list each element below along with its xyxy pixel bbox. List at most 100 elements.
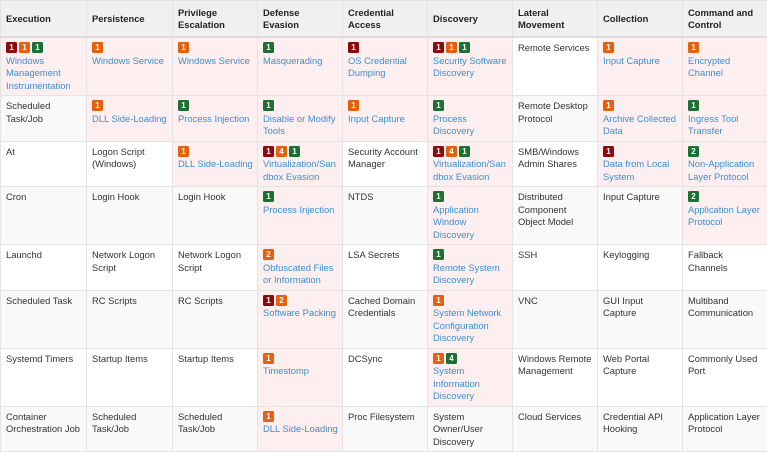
technique-name: Network Logon Script bbox=[92, 249, 155, 273]
detection-badges: 1 bbox=[688, 100, 763, 112]
technique-name: Credential API Hooking bbox=[603, 411, 663, 435]
technique-link[interactable]: Remote System Discovery bbox=[433, 262, 500, 286]
tactic-header: Collection bbox=[598, 1, 683, 38]
technique-link[interactable]: Process Injection bbox=[263, 204, 334, 215]
technique-link[interactable]: System Information Discovery bbox=[433, 365, 480, 401]
technique-link[interactable]: Data from Local System bbox=[603, 158, 669, 182]
technique-link[interactable]: DLL Side-Loading bbox=[263, 423, 338, 434]
technique-link[interactable]: Windows Service bbox=[178, 55, 250, 66]
tactic-header: Execution bbox=[1, 1, 87, 38]
detection-badges: 1 bbox=[178, 100, 253, 112]
technique-link[interactable]: Non-Application Layer Protocol bbox=[688, 158, 754, 182]
technique-link[interactable]: Input Capture bbox=[348, 113, 405, 124]
technique-link[interactable]: DLL Side-Loading bbox=[178, 158, 253, 169]
technique-name: VNC bbox=[518, 295, 538, 306]
technique-link[interactable]: Process Discovery bbox=[433, 113, 474, 137]
technique-link[interactable]: Software Packing bbox=[263, 307, 336, 318]
technique-cell: Credential API Hooking bbox=[598, 406, 683, 452]
tactic-header: Persistence bbox=[87, 1, 173, 38]
technique-name: Scheduled Task/Job bbox=[6, 100, 50, 124]
count-badge-medium: 1 bbox=[92, 42, 103, 53]
technique-name: Cloud Services bbox=[518, 411, 581, 422]
technique-name: LSA Secrets bbox=[348, 249, 400, 260]
detection-badges: 1 bbox=[348, 42, 423, 54]
count-badge-medium: 1 bbox=[433, 353, 444, 364]
detection-badges: 1 bbox=[263, 191, 338, 203]
technique-link[interactable]: Process Injection bbox=[178, 113, 249, 124]
technique-cell: Remote Desktop Protocol bbox=[513, 96, 598, 142]
count-badge-low: 4 bbox=[446, 353, 457, 364]
technique-cell[interactable]: 1 Encrypted Channel bbox=[683, 37, 767, 96]
technique-name: Keylogging bbox=[603, 249, 649, 260]
technique-name: Scheduled Task/Job bbox=[178, 411, 222, 435]
technique-cell: At bbox=[1, 141, 87, 187]
technique-cell: VNC bbox=[513, 290, 598, 348]
technique-link[interactable]: Input Capture bbox=[603, 55, 660, 66]
technique-cell: Cron bbox=[1, 187, 87, 245]
technique-link[interactable]: Windows Service bbox=[92, 55, 164, 66]
technique-name: Fallback Channels bbox=[688, 249, 728, 273]
technique-link[interactable]: Archive Collected Data bbox=[603, 113, 676, 137]
count-badge-low: 1 bbox=[263, 42, 274, 53]
technique-name: Commonly Used Port bbox=[688, 353, 757, 377]
technique-cell[interactable]: 1 Windows Service bbox=[87, 37, 173, 96]
technique-link[interactable]: Encrypted Channel bbox=[688, 55, 730, 79]
technique-link[interactable]: Obfuscated Files or Information bbox=[263, 262, 333, 286]
technique-link[interactable]: DLL Side-Loading bbox=[92, 113, 167, 124]
count-badge-medium: 1 bbox=[688, 42, 699, 53]
count-badge-medium: 1 bbox=[263, 411, 274, 422]
tactic-header: Defense Evasion bbox=[258, 1, 343, 38]
technique-link[interactable]: Timestomp bbox=[263, 365, 309, 376]
technique-cell: Login Hook bbox=[87, 187, 173, 245]
technique-link[interactable]: Application Window Discovery bbox=[433, 204, 479, 240]
technique-cell: SSH bbox=[513, 245, 598, 291]
technique-link[interactable]: Ingress Tool Transfer bbox=[688, 113, 738, 137]
technique-link[interactable]: Disable or Modify Tools bbox=[263, 113, 335, 137]
technique-link[interactable]: Virtualization/Sandbox Evasion bbox=[263, 158, 336, 182]
technique-link[interactable]: Security Software Discovery bbox=[433, 55, 506, 79]
tactic-header: Credential Access bbox=[343, 1, 428, 38]
tactic-header: Discovery bbox=[428, 1, 513, 38]
technique-link[interactable]: OS Credential Dumping bbox=[348, 55, 407, 79]
detection-badges: 1 bbox=[603, 42, 678, 54]
technique-cell: Remote Services bbox=[513, 37, 598, 96]
technique-cell: SMB/Windows Admin Shares bbox=[513, 141, 598, 187]
technique-link[interactable]: Application Layer Protocol bbox=[688, 204, 760, 228]
technique-link[interactable]: Masquerading bbox=[263, 55, 322, 66]
technique-link[interactable]: System Network Configuration Discovery bbox=[433, 307, 501, 343]
tactic-header: Lateral Movement bbox=[513, 1, 598, 38]
technique-link[interactable]: Virtualization/Sandbox Evasion bbox=[433, 158, 506, 182]
technique-link[interactable]: Windows Management Instrumentation bbox=[6, 55, 71, 91]
technique-cell: NTDS bbox=[343, 187, 428, 245]
technique-cell[interactable]: 1 Masquerading bbox=[258, 37, 343, 96]
